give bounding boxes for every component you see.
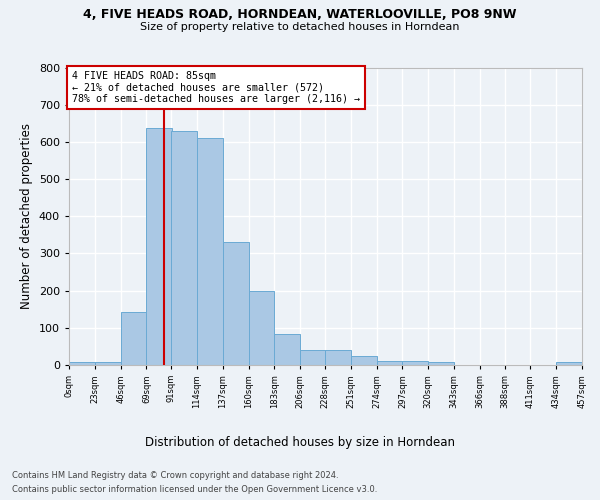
Bar [248, 290, 274, 365]
Bar [325, 350, 351, 365]
Bar [171, 130, 197, 365]
Bar [274, 334, 300, 365]
Text: Contains public sector information licensed under the Open Government Licence v3: Contains public sector information licen… [12, 486, 377, 494]
Bar [403, 360, 428, 365]
Bar [556, 362, 582, 365]
Text: Contains HM Land Registry data © Crown copyright and database right 2024.: Contains HM Land Registry data © Crown c… [12, 472, 338, 480]
Bar [300, 350, 326, 365]
Y-axis label: Number of detached properties: Number of detached properties [20, 123, 33, 309]
Text: Distribution of detached houses by size in Horndean: Distribution of detached houses by size … [145, 436, 455, 449]
Bar [69, 362, 95, 365]
Bar [121, 312, 146, 365]
Bar [95, 362, 121, 365]
Text: Size of property relative to detached houses in Horndean: Size of property relative to detached ho… [140, 22, 460, 32]
Text: 4 FIVE HEADS ROAD: 85sqm
← 21% of detached houses are smaller (572)
78% of semi-: 4 FIVE HEADS ROAD: 85sqm ← 21% of detach… [73, 71, 361, 104]
Bar [428, 362, 454, 365]
Bar [351, 356, 377, 365]
Bar [377, 360, 403, 365]
Bar [197, 138, 223, 365]
Bar [146, 128, 172, 365]
Bar [223, 242, 248, 365]
Text: 4, FIVE HEADS ROAD, HORNDEAN, WATERLOOVILLE, PO8 9NW: 4, FIVE HEADS ROAD, HORNDEAN, WATERLOOVI… [83, 8, 517, 20]
